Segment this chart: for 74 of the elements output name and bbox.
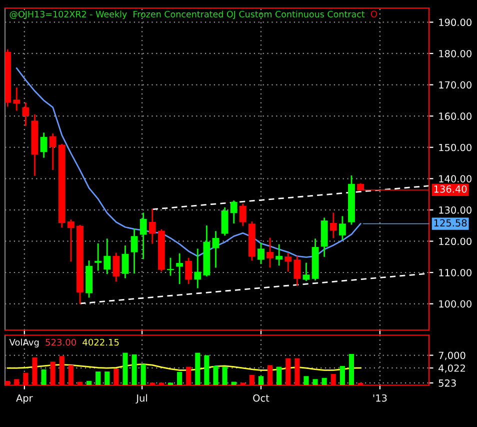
y-tick-label: 150.00 [439,144,472,152]
bar [322,378,327,386]
bar [104,371,110,386]
candlestick [266,238,274,268]
y-tick-label: 140.00 [439,175,472,182]
bar [177,372,182,386]
x-tick-label: '13 [373,394,387,402]
y-tick-label: 120.00 [439,238,472,246]
y-tick-label: 523 [438,379,456,387]
bar [340,366,345,386]
candlestick [221,207,228,236]
candlestick [284,252,292,272]
candlestick [40,132,48,158]
candlestick [230,200,238,224]
candlestick [330,212,337,238]
annotation: 125.58 [434,219,467,227]
bar [140,364,146,386]
chart-title: @OJH13=102XR2 - Weekly Frozen Concentrated OJ Custom Continuous Contract [10,10,365,20]
bar [41,369,46,386]
bar [348,354,354,386]
candlestick [239,204,246,226]
y-tick-label: 170.00 [439,81,472,89]
annotation: 136.40 [434,185,467,193]
y-tick-label: 100.00 [439,300,472,308]
candlestick [148,208,156,244]
line-series [16,67,362,258]
y-tick-label: 4,022 [438,364,465,373]
bar [276,366,282,386]
bar [222,366,228,386]
candlestick [104,238,111,274]
candlestick [167,258,174,276]
candlestick [212,231,220,268]
annotation: 4022.15 [82,338,119,346]
bar [213,366,218,386]
y-tick-label: 130.00 [439,206,472,214]
x-tick-label: Oct [253,394,270,402]
annotation: 523.00 [46,338,76,346]
candlestick [176,253,183,284]
candlestick [67,220,74,262]
candlestick [140,212,147,260]
x-tick-label: Jul [136,394,148,404]
y-tick-label: 180.00 [439,50,472,58]
y-tick-label: 160.00 [439,112,472,120]
annotation: VolAvg [9,338,39,348]
bar [96,371,101,386]
candlestick [294,256,301,286]
bar [122,352,128,386]
bar [195,352,200,386]
candlestick [112,252,120,282]
candlestick [94,243,102,271]
candlestick [338,216,346,240]
x-tick-label: Apr [16,394,33,404]
y-tick-label: 7,000 [438,352,466,360]
candlestick [302,262,310,282]
candlestick [22,102,30,126]
annotation: O [370,10,378,18]
bar [231,382,236,386]
bar [258,376,264,386]
candlestick [13,88,20,111]
bar [168,382,174,386]
candlestick [258,242,264,264]
candlestick [49,134,56,170]
candlestick [185,258,192,284]
candlestick [122,246,129,278]
y-tick-label: 190.00 [439,18,472,26]
bar [86,380,92,386]
candlestick [130,228,138,274]
candlestick [276,244,283,266]
bar [304,376,309,386]
bar [204,355,210,386]
bar [312,379,318,386]
candlestick [194,248,202,288]
bar [132,354,137,386]
y-tick-label: 110.00 [439,268,472,276]
